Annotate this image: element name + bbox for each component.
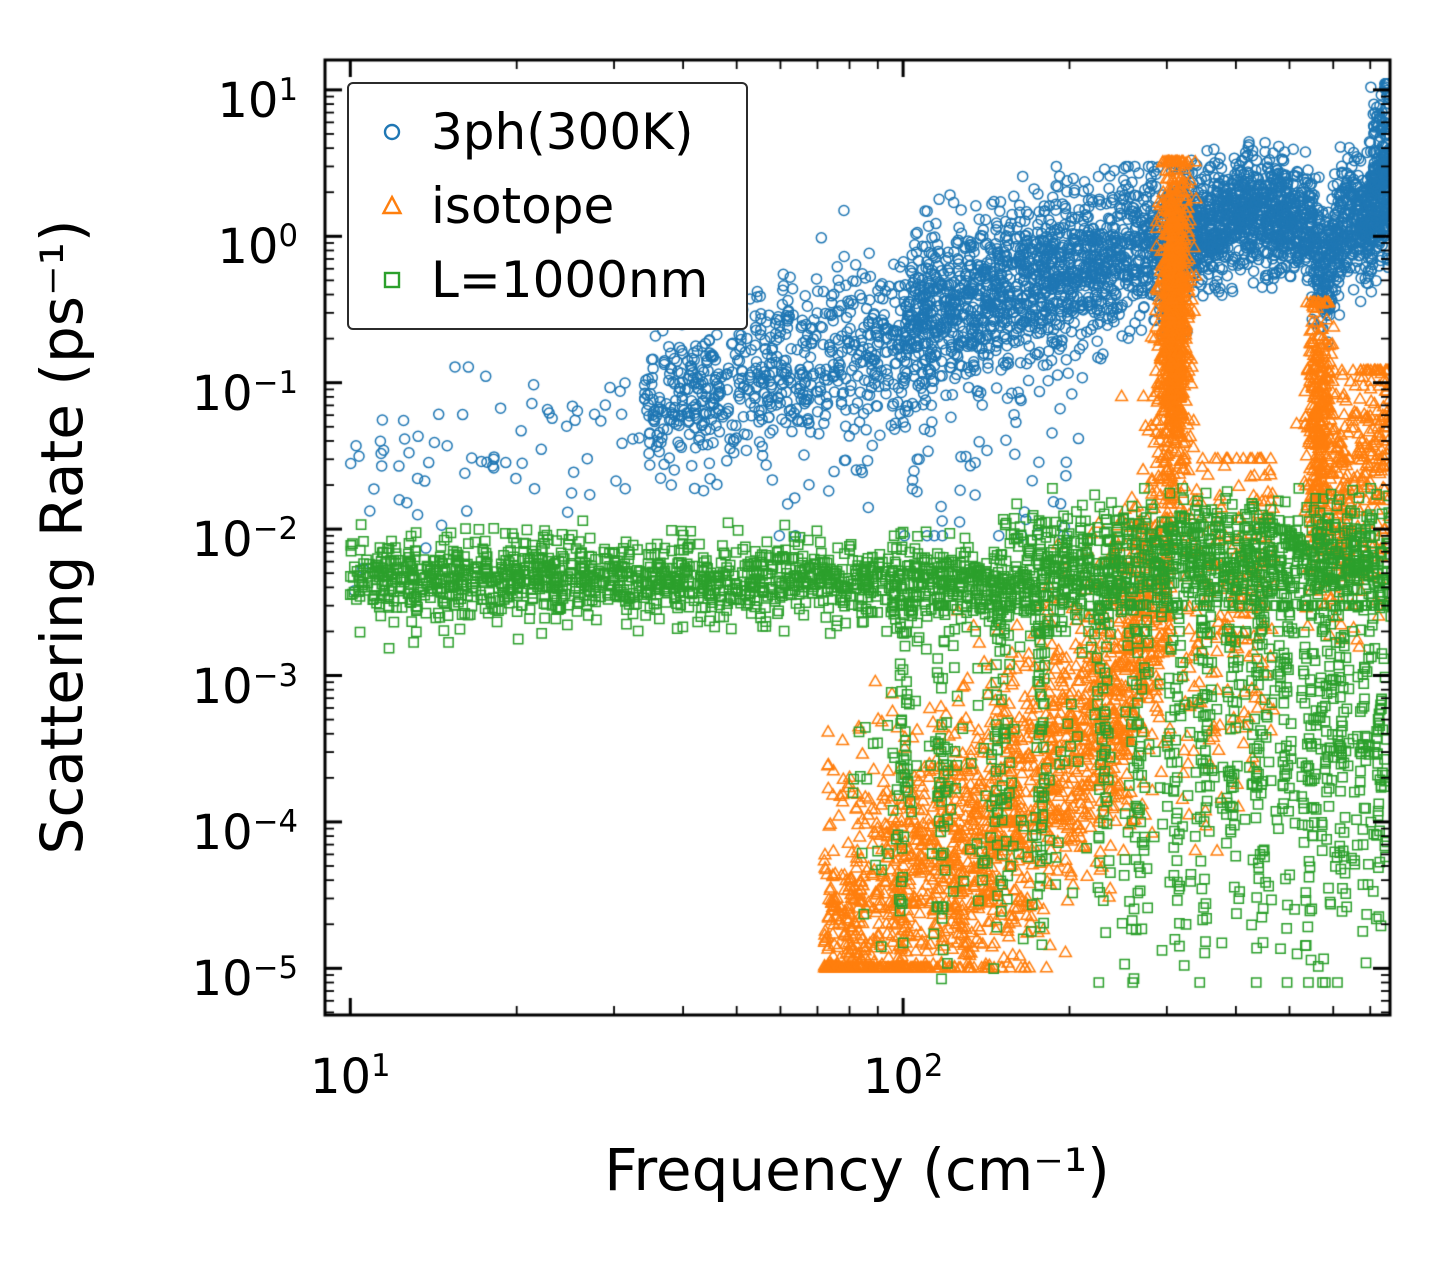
legend-marker-circle-icon <box>383 123 401 141</box>
y-tick-label: 10−2 <box>191 511 298 569</box>
legend-label: isotope <box>431 177 615 235</box>
y-tick-label: 100 <box>217 218 298 276</box>
y-axis-label: Scattering Rate (ps⁻¹) <box>28 219 96 855</box>
legend-label: 3ph(300K) <box>431 103 694 161</box>
legend-label: L=1000nm <box>431 251 709 309</box>
legend-marker-square-icon <box>383 271 401 289</box>
y-tick-label: 10−4 <box>191 803 298 861</box>
x-axis-label: Frequency (cm⁻¹) <box>604 1136 1110 1204</box>
y-tick-label: 10−3 <box>191 657 298 715</box>
x-tick-label: 102 <box>862 1048 944 1105</box>
y-tick-label: 101 <box>217 71 298 129</box>
y-tick-label: 10−5 <box>191 950 298 1008</box>
y-tick-label: 10−1 <box>191 364 298 422</box>
legend-marker-triangle-icon <box>381 194 403 215</box>
x-tick-label: 101 <box>309 1048 391 1105</box>
legend: 3ph(300K) isotope L=1000nm <box>347 82 749 330</box>
legend-item-l-1000nm: L=1000nm <box>367 244 708 316</box>
legend-item-3ph-300k: 3ph(300K) <box>367 96 708 168</box>
legend-item-isotope: isotope <box>367 170 708 242</box>
